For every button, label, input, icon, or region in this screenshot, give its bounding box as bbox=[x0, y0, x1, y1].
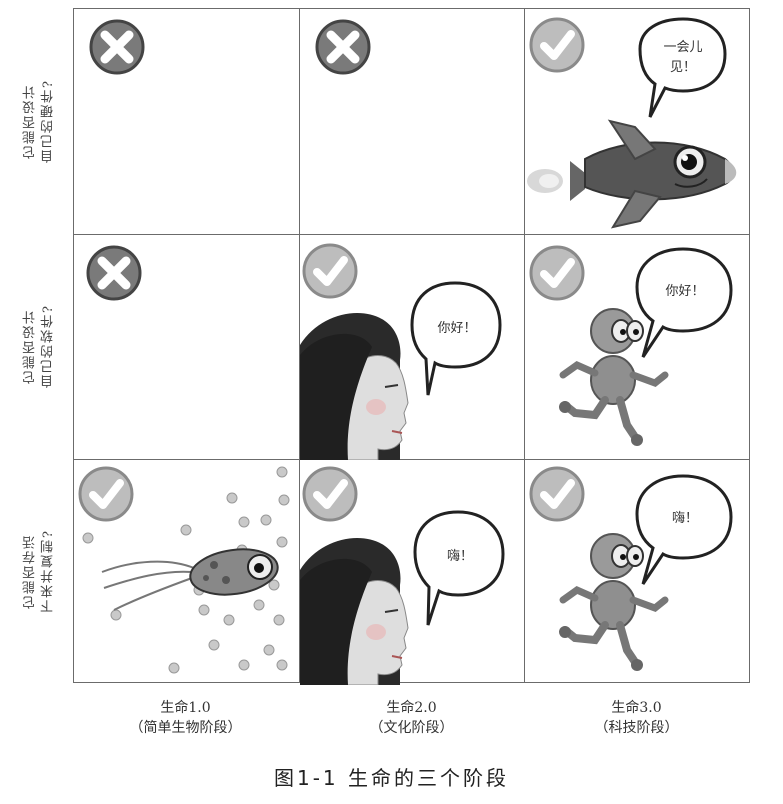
speech-r1c3-line2: 见！ bbox=[670, 60, 696, 75]
cell-r3c2: 嗨！ bbox=[300, 460, 525, 685]
cell-r1c2 bbox=[300, 9, 525, 234]
speech-r2c2: 你好！ bbox=[437, 321, 476, 336]
bubbles-icon bbox=[82, 466, 290, 674]
cross-icon bbox=[315, 19, 371, 75]
speech-bubble-icon: 嗨！ bbox=[413, 510, 505, 626]
robot-icon bbox=[559, 308, 669, 446]
robot-illustration: 你好！ bbox=[529, 245, 733, 446]
column-label-life2-title: 生命2.0 bbox=[386, 700, 437, 716]
speech-r1c3-line1: 一会儿 bbox=[663, 40, 702, 55]
grid-divider bbox=[299, 9, 300, 682]
cell-r2c3: 你好！ bbox=[525, 235, 750, 460]
grid-divider bbox=[524, 9, 525, 682]
cell-r2c1 bbox=[74, 235, 299, 460]
row-label-survive: 它能否存活 下来并复制? bbox=[14, 458, 66, 683]
woman-head-icon bbox=[300, 313, 409, 460]
speech-bubble-icon: 一会儿 见！ bbox=[638, 17, 727, 118]
life-stages-grid: 一会儿 见！ bbox=[73, 8, 750, 685]
row-label-hardware-text: 它能否设计 自己的硬件? bbox=[23, 78, 56, 163]
cell-r3c1 bbox=[74, 460, 299, 685]
speech-bubble-icon: 你好！ bbox=[410, 281, 502, 396]
cross-icon bbox=[86, 245, 142, 301]
grid-divider bbox=[74, 459, 749, 460]
row-label-software-text: 它能否设计 自己的软件? bbox=[23, 303, 56, 388]
figure-caption: 图1-1 生命的三个阶段 bbox=[273, 766, 510, 790]
check-icon bbox=[529, 17, 585, 73]
row-label-hardware: 它能否设计 自己的硬件? bbox=[14, 8, 66, 233]
rocket-icon bbox=[527, 119, 737, 229]
column-label-life3: 生命3.0 （科技阶段） bbox=[524, 698, 749, 738]
column-label-life3-title: 生命3.0 bbox=[611, 700, 662, 716]
cell-r1c1 bbox=[74, 9, 299, 234]
check-icon bbox=[302, 243, 358, 299]
column-label-life3-subtitle: （科技阶段） bbox=[594, 720, 679, 736]
column-label-life2: 生命2.0 （文化阶段） bbox=[299, 698, 524, 738]
cell-r3c3: 嗨！ bbox=[525, 460, 750, 685]
column-label-life1-subtitle: （简单生物阶段） bbox=[129, 720, 242, 736]
speech-bubble-icon: 你好！ bbox=[635, 247, 733, 358]
speech-r3c2: 嗨！ bbox=[447, 549, 473, 564]
check-icon bbox=[529, 245, 585, 301]
row-label-software: 它能否设计 自己的软件? bbox=[14, 233, 66, 458]
bacterium-illustration bbox=[78, 466, 290, 674]
column-label-life1: 生命1.0 （简单生物阶段） bbox=[73, 698, 298, 738]
speech-r2c3: 你好！ bbox=[665, 284, 704, 299]
woman-head-icon bbox=[300, 538, 409, 685]
woman-illustration: 你好！ bbox=[300, 243, 502, 460]
cross-icon bbox=[89, 19, 145, 75]
check-icon bbox=[78, 466, 134, 522]
column-label-life2-subtitle: （文化阶段） bbox=[369, 720, 454, 736]
grid-divider bbox=[74, 234, 749, 235]
robot-icon bbox=[559, 533, 669, 671]
check-icon bbox=[302, 466, 358, 522]
robot-illustration: 嗨！ bbox=[529, 466, 733, 671]
woman-illustration: 嗨！ bbox=[300, 466, 505, 685]
cell-r2c2: 你好！ bbox=[300, 235, 525, 460]
cell-r1c3: 一会儿 见！ bbox=[525, 9, 750, 234]
bacterium-icon bbox=[101, 548, 279, 611]
row-label-survive-text: 它能否存活 下来并复制? bbox=[23, 528, 56, 613]
rocket-illustration: 一会儿 见！ bbox=[527, 17, 737, 229]
column-label-life1-title: 生命1.0 bbox=[160, 700, 211, 716]
speech-bubble-icon: 嗨！ bbox=[635, 474, 733, 585]
speech-r3c3: 嗨！ bbox=[672, 511, 698, 526]
check-icon bbox=[529, 466, 585, 522]
